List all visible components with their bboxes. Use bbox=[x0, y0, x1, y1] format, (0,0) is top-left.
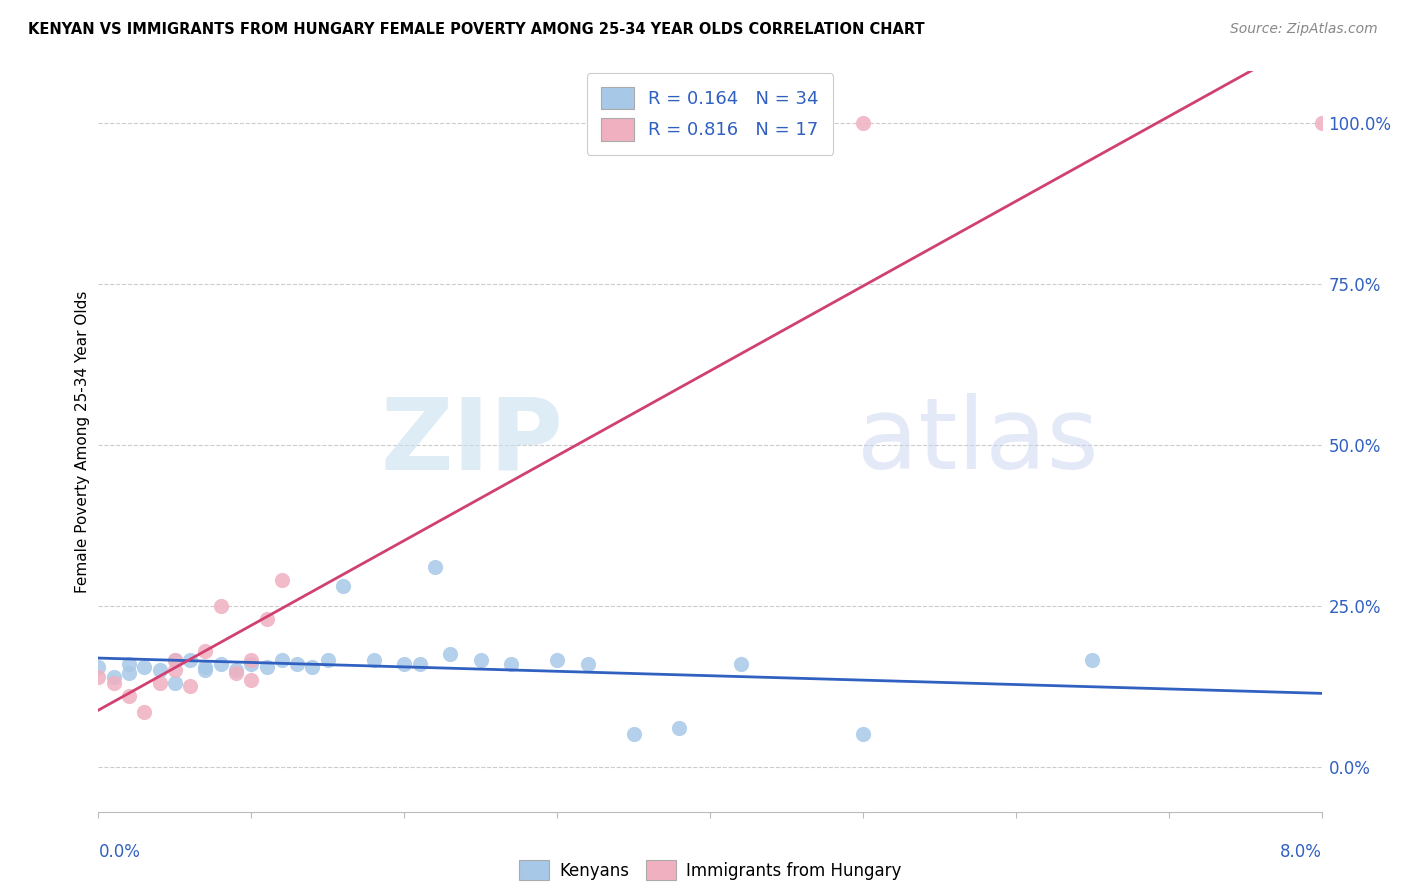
Point bbox=[439, 647, 461, 661]
Point bbox=[209, 599, 232, 613]
Point bbox=[225, 666, 247, 681]
Text: ZIP: ZIP bbox=[381, 393, 564, 490]
Text: KENYAN VS IMMIGRANTS FROM HUNGARY FEMALE POVERTY AMONG 25-34 YEAR OLDS CORRELATI: KENYAN VS IMMIGRANTS FROM HUNGARY FEMALE… bbox=[28, 22, 925, 37]
Point bbox=[179, 679, 201, 693]
Point bbox=[270, 653, 294, 667]
Point bbox=[408, 657, 430, 671]
Point bbox=[1081, 653, 1104, 667]
Point bbox=[852, 727, 875, 741]
Point bbox=[240, 673, 263, 687]
Point bbox=[852, 116, 875, 130]
Point bbox=[301, 660, 323, 674]
Text: atlas: atlas bbox=[856, 393, 1098, 490]
Point bbox=[87, 669, 110, 683]
Point bbox=[134, 705, 156, 719]
Point bbox=[256, 660, 278, 674]
Point bbox=[1310, 116, 1333, 130]
Point bbox=[87, 660, 110, 674]
Point bbox=[576, 657, 599, 671]
Point bbox=[392, 657, 416, 671]
Point bbox=[194, 660, 217, 674]
Point bbox=[103, 676, 125, 690]
Point bbox=[332, 579, 354, 593]
Point bbox=[270, 573, 294, 587]
Text: 0.0%: 0.0% bbox=[98, 843, 141, 861]
Point bbox=[163, 663, 186, 677]
Point bbox=[501, 657, 523, 671]
Point bbox=[194, 663, 217, 677]
Point bbox=[179, 653, 201, 667]
Point bbox=[118, 657, 141, 671]
Point bbox=[163, 676, 186, 690]
Point bbox=[103, 669, 125, 683]
Point bbox=[363, 653, 385, 667]
Text: 8.0%: 8.0% bbox=[1279, 843, 1322, 861]
Point bbox=[209, 657, 232, 671]
Point bbox=[285, 657, 308, 671]
Point bbox=[316, 653, 339, 667]
Point bbox=[668, 721, 690, 735]
Point bbox=[163, 653, 186, 667]
Point bbox=[194, 644, 217, 658]
Point bbox=[623, 727, 645, 741]
Point bbox=[546, 653, 568, 667]
Point bbox=[423, 560, 446, 574]
Point bbox=[240, 653, 263, 667]
Point bbox=[256, 611, 278, 625]
Point bbox=[163, 653, 186, 667]
Legend: Kenyans, Immigrants from Hungary: Kenyans, Immigrants from Hungary bbox=[510, 852, 910, 888]
Point bbox=[240, 657, 263, 671]
Point bbox=[470, 653, 492, 667]
Point bbox=[149, 663, 172, 677]
Point bbox=[149, 676, 172, 690]
Point bbox=[134, 660, 156, 674]
Point bbox=[730, 657, 752, 671]
Point bbox=[118, 689, 141, 703]
Text: Source: ZipAtlas.com: Source: ZipAtlas.com bbox=[1230, 22, 1378, 37]
Point bbox=[225, 663, 247, 677]
Y-axis label: Female Poverty Among 25-34 Year Olds: Female Poverty Among 25-34 Year Olds bbox=[75, 291, 90, 592]
Point bbox=[118, 666, 141, 681]
